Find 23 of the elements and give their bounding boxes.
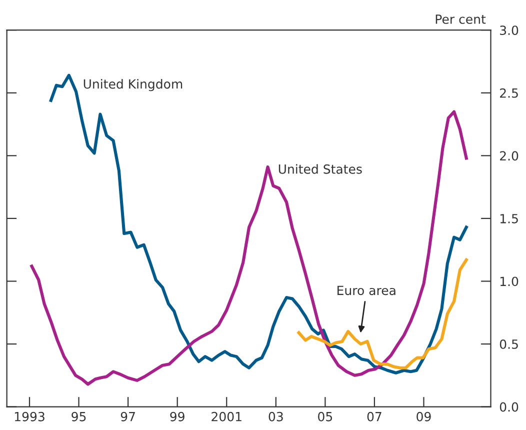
x-tick-label: 99 bbox=[170, 412, 184, 422]
x-tick-label: 1993 bbox=[14, 412, 44, 422]
y-tick-label: 0.5 bbox=[500, 339, 518, 349]
x-tick-label: 05 bbox=[318, 412, 332, 422]
y-tick-label: 2.5 bbox=[500, 88, 518, 98]
x-tick-label: 2001 bbox=[212, 412, 242, 422]
y-tick-label: 0.0 bbox=[500, 402, 518, 412]
annotation: United States bbox=[278, 164, 362, 174]
annotation: Euro area bbox=[338, 286, 396, 296]
y-tick-label: 2.0 bbox=[500, 151, 518, 161]
y-tick-label: 3.0 bbox=[500, 26, 518, 36]
x-tick-label: 09 bbox=[416, 412, 431, 422]
y-axis-title: Per cent bbox=[436, 14, 486, 24]
y-tick-label: 1.5 bbox=[500, 214, 518, 224]
x-tick-label: 07 bbox=[367, 412, 382, 422]
x-tick-label: 03 bbox=[268, 412, 283, 422]
x-tick-label: 97 bbox=[120, 412, 135, 422]
line-series bbox=[297, 258, 468, 370]
x-tick-label: 95 bbox=[72, 412, 86, 422]
annotation: United Kingdom bbox=[84, 79, 182, 92]
line-series bbox=[30, 110, 468, 386]
y-tick-label: 1.0 bbox=[500, 276, 518, 286]
line-series bbox=[49, 74, 468, 374]
